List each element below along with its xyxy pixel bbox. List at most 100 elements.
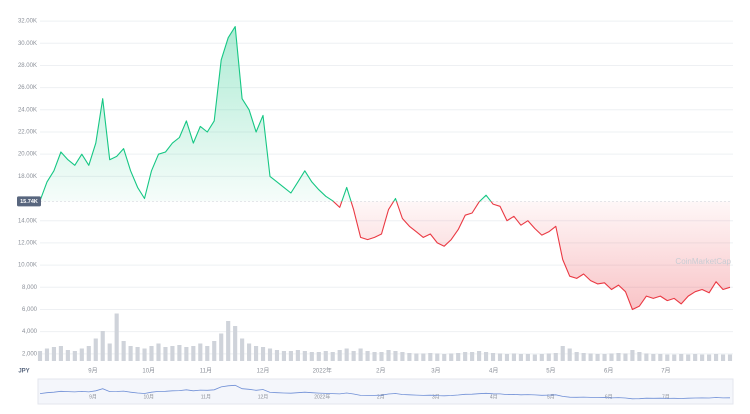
y-tick-label: 18.00K — [18, 174, 37, 180]
navigator-tick-label: 4月 — [490, 394, 498, 400]
price-plot: 15.74K — [17, 26, 731, 311]
volume-bar — [274, 350, 280, 361]
volume-bar — [65, 350, 70, 361]
volume-bar — [302, 351, 307, 361]
volume-bar — [226, 321, 231, 361]
y-tick-label: 14.00K — [18, 218, 37, 224]
volume-bar — [588, 353, 593, 361]
volume-bar — [156, 343, 161, 361]
volume-bar — [463, 352, 468, 361]
volume-bar — [107, 343, 112, 361]
volume-bar — [233, 326, 238, 361]
volume-bar — [651, 354, 656, 361]
volume-bar — [253, 346, 259, 361]
volume-bar — [260, 347, 266, 361]
volume-bar — [456, 353, 461, 361]
navigator-tick-label: 12月 — [258, 394, 269, 400]
volume-bar — [170, 346, 175, 361]
grid: 2,000 4,000 6,000 8,000 10.00K 12.00K 14.00K 18… — [18, 19, 733, 375]
y-tick-label: 10.00K — [18, 263, 37, 269]
y-tick-label: 6,000 — [22, 307, 38, 313]
volume-bar — [386, 350, 391, 361]
volume-bar — [686, 354, 691, 361]
volume-bar — [177, 345, 182, 361]
volume-bar — [267, 348, 273, 361]
x-tick-label: 12月 — [257, 368, 270, 375]
volume-bar — [72, 351, 77, 361]
y-tick-label: 20.00K — [18, 152, 37, 158]
navigator-tick-label: 2022年 — [314, 393, 330, 400]
volume-bar — [707, 354, 712, 361]
volume-bar — [421, 353, 426, 361]
volume-bar — [142, 348, 147, 361]
volume-bar — [372, 352, 377, 361]
volume-bar — [400, 352, 405, 361]
volume-bar — [630, 350, 635, 361]
volume-bar — [713, 354, 719, 361]
volume-bar — [240, 338, 245, 361]
baseline-label-box — [17, 196, 41, 207]
volume-bar — [184, 347, 189, 361]
volume-bar — [344, 348, 349, 361]
volume-bar — [672, 354, 677, 361]
volume-bar — [121, 341, 126, 361]
volume-bar — [58, 346, 63, 361]
price-area — [40, 26, 730, 310]
volume-bar — [477, 351, 482, 361]
volume-bar — [637, 352, 642, 361]
volume-bar — [44, 348, 50, 361]
volume-bar — [407, 353, 412, 361]
y-tick-label: 26.00K — [18, 85, 37, 91]
volume-bar — [700, 354, 705, 361]
navigator-tick-label: 9月 — [89, 394, 97, 400]
volume-bar — [644, 353, 649, 361]
volume-bar — [135, 347, 140, 361]
price-line — [39, 26, 731, 311]
navigator[interactable] — [37, 378, 734, 405]
volume-bar — [658, 354, 663, 361]
volume-bar — [435, 353, 440, 361]
volume-bar — [163, 347, 168, 361]
volume-bar — [623, 353, 628, 361]
volume-bar — [358, 348, 363, 361]
volume-bar — [337, 350, 342, 361]
volume-bar — [288, 351, 293, 361]
x-tick-label: 2月 — [376, 368, 385, 375]
volume-bar — [602, 354, 607, 361]
volume-bar — [191, 346, 196, 361]
volume-bar — [560, 346, 565, 361]
volume-bar — [316, 352, 321, 361]
y-tick-label: 28.00K — [18, 63, 37, 69]
volume-bar — [449, 353, 454, 361]
volume-bar — [379, 352, 384, 361]
y-tick-label: 22.00K — [18, 130, 37, 136]
y-tick-label: 24.00K — [18, 107, 37, 113]
volume-bar — [532, 354, 537, 361]
volume-bar — [546, 353, 551, 361]
volume-bar — [51, 347, 57, 361]
volume-bar — [393, 351, 398, 361]
volume-bar — [525, 354, 530, 361]
volume-bar — [93, 338, 98, 361]
navigator-plot: 9月 10月 11月 12月 2022年 2月 3月 4月 5月 6月 7月 — [39, 384, 731, 400]
volume-bar — [679, 354, 684, 361]
volume-bar — [351, 351, 356, 361]
navigator-tick-label: 10月 — [143, 394, 154, 400]
volume-bar — [616, 353, 621, 361]
y-tick-label: 12.00K — [18, 240, 37, 246]
y-tick-label: 32.00K — [18, 19, 37, 25]
volume-bar — [567, 348, 572, 361]
volume-bar — [504, 354, 510, 361]
x-tick-label: 10月 — [142, 368, 155, 375]
volume-bar — [553, 353, 558, 361]
navigator-tick-label: 5月 — [547, 394, 555, 400]
volume-bar — [720, 354, 726, 361]
volume-bar — [309, 352, 314, 361]
volume-bar — [609, 353, 614, 361]
volume-bar — [365, 351, 370, 361]
navigator-tick-label: 11月 — [201, 394, 211, 400]
navigator-line — [39, 384, 731, 400]
x-tick-label: 2022年 — [313, 367, 332, 375]
volume-bar — [428, 353, 433, 361]
x-tick-label: 9月 — [88, 368, 97, 375]
